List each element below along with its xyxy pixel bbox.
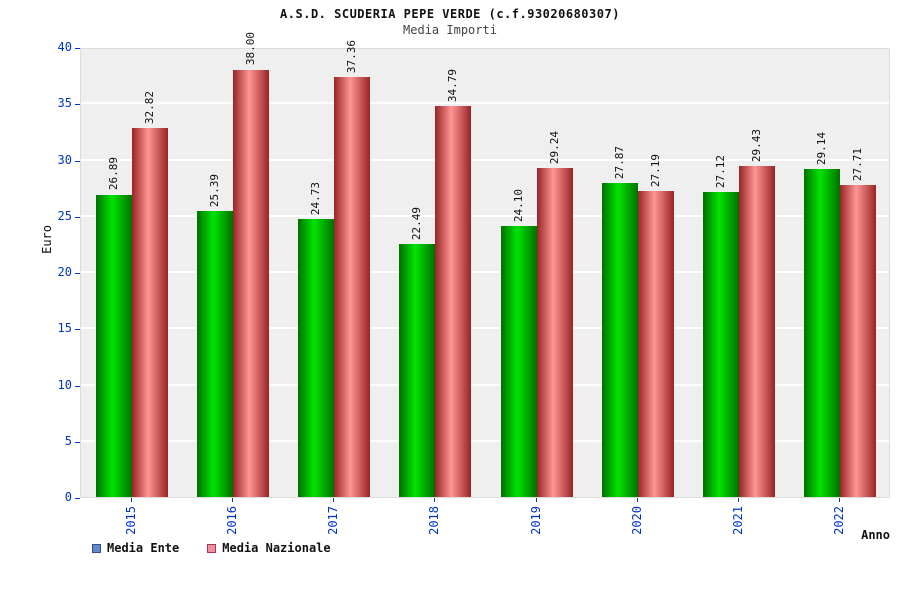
bar-value-label: 24.10 — [511, 188, 525, 222]
x-tick-label: 2020 — [629, 506, 644, 535]
bar-media-ente — [804, 169, 841, 497]
legend-swatch-media-nazionale-icon — [207, 543, 217, 553]
bar-media-ente — [298, 218, 335, 497]
x-tick-label: 2021 — [731, 506, 746, 535]
y-tick-label: 40 — [57, 40, 72, 54]
bar-media-nazionale — [536, 168, 573, 497]
x-tick-label: 2017 — [326, 506, 341, 535]
chart-title: A.S.D. SCUDERIA PEPE VERDE (c.f.93020680… — [280, 7, 620, 21]
y-tick-mark-icon — [75, 329, 80, 331]
legend-label-media-ente: Media Ente — [107, 541, 180, 555]
y-tick-mark-icon — [75, 441, 80, 443]
bar-media-ente — [703, 191, 740, 497]
bar-value-label: 22.49 — [410, 206, 424, 240]
bar-media-nazionale — [637, 191, 674, 497]
gridline — [81, 271, 889, 273]
x-tick-label: 2016 — [224, 506, 239, 535]
y-tick-mark-icon — [75, 216, 80, 218]
bar-media-nazionale — [131, 127, 168, 497]
plot-area: 26.89 32.82 25.39 38.00 24.73 37.36 22.49 34.79… — [80, 32, 890, 498]
gridline — [81, 158, 889, 161]
y-tick-label: 35 — [57, 96, 72, 111]
y-tick-mark-icon — [75, 498, 80, 499]
bar-value-label: 37.36 — [345, 39, 359, 73]
bar-value-label: 32.82 — [142, 90, 156, 124]
bar-media-ente — [196, 211, 233, 497]
x-tick-mark-icon — [839, 498, 841, 502]
chart-subtitle: Media Importi — [403, 23, 497, 37]
bar-media-ente — [95, 194, 132, 497]
x-tick-mark-icon — [434, 498, 436, 502]
x-tick-mark-icon — [636, 498, 638, 502]
y-tick-label: 15 — [57, 321, 72, 336]
bar-media-nazionale — [334, 76, 371, 497]
bar-media-ente — [399, 244, 436, 497]
x-tick-mark-icon — [130, 498, 132, 502]
y-tick-label: 25 — [57, 208, 72, 223]
y-tick-mark-icon — [75, 160, 80, 162]
bar-value-label: 29.43 — [750, 128, 764, 162]
x-tick-mark-icon — [333, 498, 335, 502]
x-tick-label: 2015 — [123, 506, 138, 535]
bar-value-label: 27.71 — [851, 148, 865, 182]
y-tick-label: 30 — [57, 152, 72, 167]
x-tick-mark-icon — [738, 498, 740, 502]
legend-item-media-nazionale: Media Nazionale — [207, 541, 331, 555]
gridline — [81, 102, 889, 105]
legend-item-media-ente: Media Ente — [92, 541, 179, 555]
legend-swatch-media-ente-icon — [92, 543, 101, 553]
bar-value-label: 29.24 — [547, 130, 561, 165]
bar-media-nazionale — [739, 165, 776, 497]
x-tick-label: 2018 — [427, 506, 442, 535]
gridline — [81, 383, 889, 386]
y-tick-label: 10 — [57, 377, 72, 392]
y-tick-mark-icon — [75, 385, 80, 387]
legend: Media Ente Media Nazionale — [92, 541, 331, 555]
gridline — [81, 46, 889, 48]
x-tick-mark-icon — [231, 498, 233, 502]
y-tick-label: 20 — [57, 265, 72, 279]
bar-media-ente — [500, 225, 537, 497]
bar-value-label: 24.73 — [309, 181, 323, 215]
bar-value-label: 38.00 — [243, 32, 257, 66]
gridline — [81, 214, 889, 217]
y-tick-label: 0 — [64, 490, 72, 504]
bar-value-label: 27.12 — [714, 154, 728, 188]
y-tick-mark-icon — [75, 104, 80, 106]
legend-label-media-nazionale: Media Nazionale — [222, 541, 331, 555]
x-axis-title: Anno — [861, 528, 890, 542]
bar-media-nazionale — [232, 69, 269, 497]
x-tick-label: 2019 — [528, 506, 543, 535]
y-tick-mark-icon — [75, 48, 80, 49]
x-tick-mark-icon — [535, 498, 537, 502]
bar-value-label: 34.79 — [446, 68, 460, 102]
y-tick-label: 5 — [64, 433, 72, 448]
bar-value-label: 27.87 — [612, 146, 626, 180]
gridline — [81, 439, 889, 442]
bar-value-label: 29.14 — [815, 132, 829, 166]
bar-media-nazionale — [435, 105, 472, 497]
bar-value-label: 27.19 — [648, 154, 662, 188]
bar-media-ente — [601, 183, 638, 497]
x-tick-label: 2022 — [832, 506, 847, 535]
bar-value-label: 25.39 — [207, 174, 221, 208]
y-axis-title: Euro — [40, 225, 54, 254]
bar-value-label: 26.89 — [106, 157, 120, 191]
gridline — [81, 327, 889, 330]
y-tick-mark-icon — [75, 273, 80, 274]
bar-media-nazionale — [840, 185, 877, 497]
